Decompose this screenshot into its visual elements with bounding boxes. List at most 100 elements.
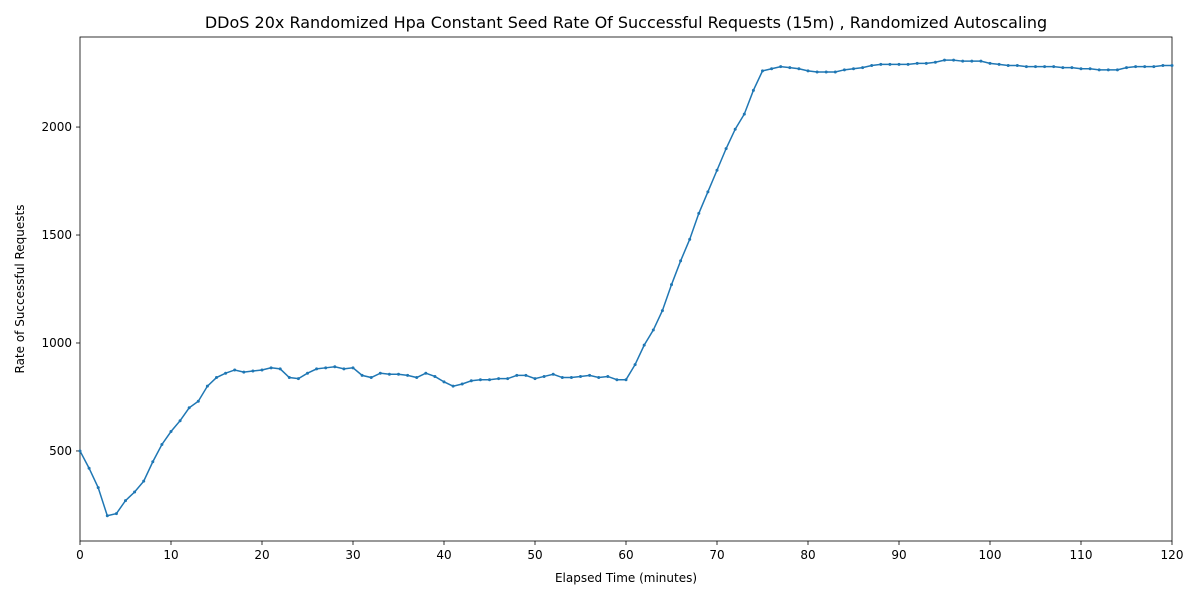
data-point: [797, 67, 801, 71]
data-point: [315, 367, 319, 371]
data-point: [142, 479, 146, 483]
data-point: [1052, 65, 1056, 69]
data-point: [670, 283, 673, 287]
data-point: [824, 70, 828, 74]
data-point: [278, 367, 282, 371]
data-point: [1070, 66, 1074, 70]
data-point: [751, 88, 755, 92]
data-point: [242, 370, 246, 374]
data-point: [970, 59, 974, 63]
data-point: [169, 430, 173, 434]
x-tick-label: 10: [163, 548, 178, 562]
data-point: [1097, 68, 1101, 72]
data-point: [133, 490, 137, 494]
data-point: [642, 343, 646, 347]
data-point: [697, 211, 701, 215]
data-point: [915, 61, 919, 65]
data-point: [1125, 66, 1128, 70]
y-tick-label: 2000: [41, 120, 72, 134]
data-point: [1024, 65, 1028, 69]
data-point: [952, 58, 956, 62]
data-point: [160, 442, 164, 446]
data-point: [761, 69, 764, 73]
data-point: [560, 376, 564, 380]
data-point: [861, 66, 865, 70]
data-point: [151, 460, 155, 464]
data-point: [1079, 67, 1083, 71]
data-point: [542, 374, 546, 378]
data-point: [842, 68, 846, 72]
data-point: [78, 449, 82, 453]
data-point: [888, 62, 892, 66]
data-point: [378, 371, 382, 375]
data-point: [961, 59, 965, 63]
data-point: [788, 66, 792, 70]
data-point: [1115, 68, 1119, 72]
x-tick-label: 100: [979, 548, 1002, 562]
data-point: [879, 62, 883, 66]
data-point: [906, 62, 910, 66]
data-point: [433, 374, 437, 378]
data-point: [324, 366, 328, 370]
data-point: [306, 371, 309, 375]
data-point: [924, 61, 928, 65]
data-point: [442, 380, 446, 384]
data-point: [1134, 65, 1138, 69]
data-point: [287, 376, 291, 380]
x-tick-label: 60: [618, 548, 633, 562]
data-point: [651, 328, 655, 332]
y-axis-label: Rate of Successful Requests: [13, 205, 27, 374]
data-point: [424, 371, 428, 375]
data-point: [296, 377, 300, 381]
data-point: [460, 382, 464, 386]
data-point: [606, 374, 610, 378]
data-point: [1088, 67, 1092, 71]
x-tick-label: 40: [436, 548, 451, 562]
data-point: [1143, 65, 1147, 69]
data-point: [624, 378, 628, 382]
data-point: [988, 61, 992, 65]
x-tick-label: 0: [76, 548, 84, 562]
data-point: [215, 376, 218, 380]
data-point: [1043, 65, 1047, 69]
data-point: [897, 62, 901, 66]
data-point: [351, 366, 355, 370]
data-point: [387, 372, 391, 376]
y-tick-label: 1000: [41, 336, 72, 350]
x-tick-label: 120: [1161, 548, 1184, 562]
data-point: [333, 365, 337, 369]
data-point: [1152, 65, 1156, 69]
data-point: [1161, 64, 1165, 68]
data-point: [488, 378, 491, 382]
data-point: [114, 512, 118, 516]
data-point: [105, 514, 109, 518]
data-point: [1170, 64, 1174, 68]
data-point: [943, 58, 946, 62]
data-point: [679, 259, 683, 263]
data-point: [187, 406, 191, 410]
data-point: [852, 67, 855, 71]
data-point: [660, 309, 664, 313]
data-point: [233, 368, 237, 372]
x-tick-label: 30: [345, 548, 360, 562]
data-point: [533, 377, 537, 381]
data-point: [360, 373, 364, 377]
data-point: [269, 366, 273, 370]
data-point: [733, 127, 737, 131]
x-tick-label: 20: [254, 548, 269, 562]
y-tick-label: 1500: [41, 228, 72, 242]
x-tick-label: 80: [800, 548, 815, 562]
data-point: [478, 378, 482, 382]
data-point: [1006, 64, 1010, 68]
data-point: [1061, 66, 1065, 70]
data-point: [397, 372, 400, 376]
data-point: [770, 67, 774, 71]
data-point: [688, 237, 692, 241]
data-point: [706, 190, 710, 194]
data-point: [1106, 68, 1110, 72]
data-point: [415, 376, 419, 380]
data-point: [451, 384, 455, 388]
data-point: [551, 372, 555, 376]
data-point: [497, 377, 501, 381]
